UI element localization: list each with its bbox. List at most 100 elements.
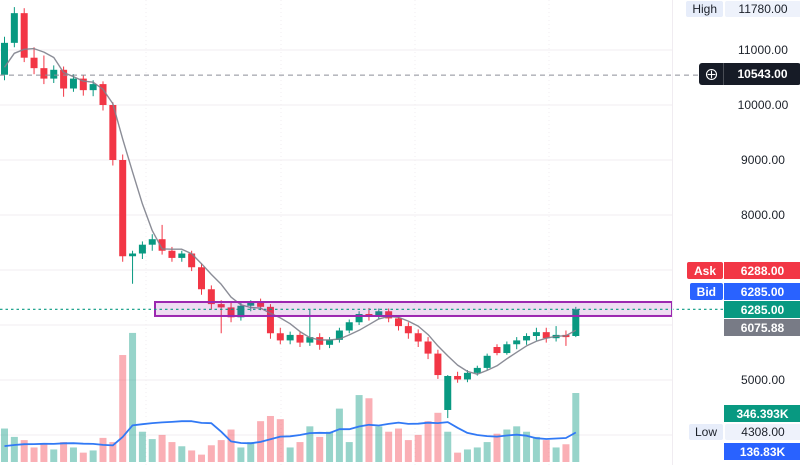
candle-body	[247, 303, 255, 306]
axis-tick-5000: 5000.00	[740, 373, 786, 387]
crosshair-price-badge: 10543.00	[699, 63, 800, 85]
volume-bar	[129, 332, 137, 462]
volume-bar	[454, 452, 462, 462]
candle-body	[532, 332, 540, 336]
candle-body	[483, 355, 491, 368]
candle-body	[1, 42, 8, 75]
volume-bar	[168, 442, 176, 462]
candle-body	[454, 375, 462, 380]
volume-bar	[227, 429, 235, 462]
high-row: High 11780.00	[673, 1, 800, 18]
volume-bar	[10, 436, 18, 462]
candle-body	[89, 84, 97, 91]
candle-body	[385, 311, 393, 319]
candle-body	[69, 78, 77, 89]
volume-bar	[188, 450, 196, 462]
candle-body	[237, 305, 245, 318]
ask-row[interactable]: Ask 6288.00	[673, 262, 800, 279]
candles	[1, 7, 580, 419]
volume-bar	[572, 392, 580, 462]
candle-body	[434, 353, 442, 376]
volume-bar	[158, 434, 166, 462]
candle-body	[296, 334, 304, 343]
ask-value: 6288.00	[724, 262, 800, 279]
grid-lines	[0, 0, 672, 465]
volume-bar	[237, 447, 245, 462]
volume-bar	[395, 428, 402, 462]
price-ma-line	[3, 47, 577, 375]
candle-body	[60, 69, 68, 89]
volume-bar	[385, 431, 393, 462]
price-axis[interactable]: High 11780.00 11000.00 10000.00 9000.00 …	[672, 0, 800, 465]
bid-row[interactable]: Bid 6285.00	[673, 283, 800, 300]
volume-bar	[355, 395, 363, 462]
candle-body	[129, 253, 137, 257]
volume-bar	[473, 447, 481, 462]
volume-bar	[365, 398, 373, 462]
volume-bar	[138, 431, 146, 462]
candle-body	[523, 336, 531, 341]
candle-body	[20, 13, 28, 58]
volume-bar	[40, 444, 48, 462]
candle-body	[463, 372, 471, 380]
volume-bar	[217, 440, 225, 462]
candle-body	[178, 253, 186, 258]
high-label-chip: High	[686, 1, 723, 17]
candle-body	[99, 84, 107, 105]
candle-body	[207, 289, 215, 305]
candle-body	[503, 344, 511, 354]
axis-tick-10000: 10000.00	[737, 98, 789, 112]
axis-tick-8000: 8000.00	[740, 208, 786, 222]
volume-bar	[286, 447, 294, 462]
volume-value-row: 346.393K	[673, 405, 800, 422]
candle-body	[375, 311, 383, 317]
candle-body	[257, 303, 265, 307]
crosshair-price-value: 10543.00	[737, 67, 788, 81]
candle-body	[345, 322, 353, 331]
axis-tick-9000: 9000.00	[740, 153, 786, 167]
candle-body	[30, 57, 38, 69]
volume-bar	[483, 442, 491, 462]
volume-bar	[532, 436, 540, 462]
volume-bar	[119, 355, 127, 462]
candle-body	[158, 239, 166, 251]
volume-bar	[414, 434, 422, 462]
candle-body	[119, 160, 127, 257]
candle-body	[355, 314, 363, 323]
volume-bars	[1, 332, 580, 462]
candle-body	[444, 375, 452, 410]
volume-bar	[109, 442, 117, 462]
candle-body	[79, 78, 87, 91]
volume-bar	[79, 452, 87, 462]
candle-body	[286, 334, 294, 341]
bid-value: 6285.00	[724, 283, 800, 300]
volume-bar	[404, 440, 412, 462]
volume-ma-badge: 136.83K	[724, 443, 800, 460]
volume-bar	[424, 421, 432, 462]
last-price-badge: 6285.00	[724, 301, 800, 318]
volume-bar	[89, 450, 97, 462]
volume-bar	[99, 437, 107, 462]
last-price-row: 6285.00	[673, 301, 800, 318]
candle-body	[395, 318, 402, 327]
candle-body	[326, 339, 334, 345]
volume-bar	[50, 449, 58, 462]
volume-bar	[207, 445, 215, 462]
candle-body	[424, 341, 432, 354]
volume-bar	[178, 446, 186, 462]
crosshair-plus-icon	[699, 63, 724, 85]
volume-bar	[523, 431, 531, 462]
volume-bar	[562, 444, 570, 462]
candle-body	[217, 304, 225, 308]
volume-ma-row: 136.83K	[673, 443, 800, 460]
volume-bar	[296, 442, 304, 462]
volume-bar	[345, 442, 353, 462]
low-label-chip: Low	[688, 424, 723, 440]
low-row: Low 4308.00	[673, 424, 800, 441]
volume-bar	[316, 436, 324, 462]
candle-body	[188, 253, 196, 268]
volume-bar	[335, 408, 343, 462]
volume-bar	[444, 431, 452, 462]
candle-body	[148, 239, 156, 245]
